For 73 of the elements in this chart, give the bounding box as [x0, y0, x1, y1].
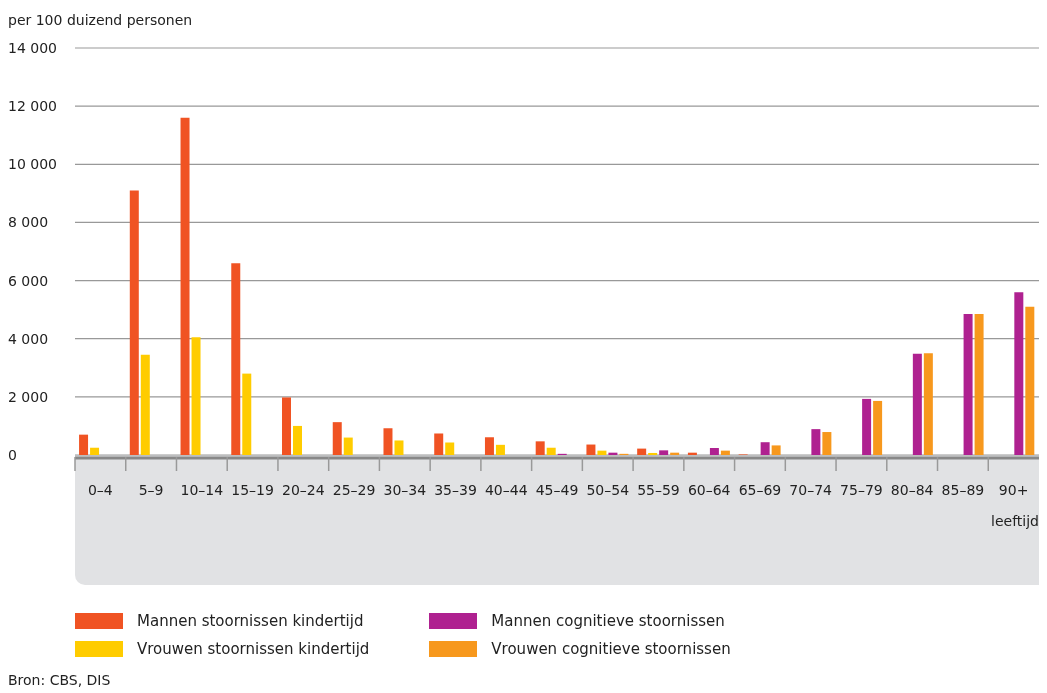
bar [597, 450, 607, 455]
bar [394, 440, 404, 455]
legend-label: Mannen stoornissen kindertijd [137, 612, 364, 630]
x-tick-label: 10–14 [180, 482, 224, 498]
bar [709, 448, 719, 455]
bar [282, 397, 292, 455]
x-tick-label: 75–79 [840, 482, 883, 498]
x-tick-label: 0–4 [87, 482, 113, 498]
x-tick-label: 25–29 [332, 482, 376, 498]
x-tick-label: 70–74 [789, 482, 833, 498]
bar [720, 450, 730, 455]
bar [445, 442, 455, 455]
x-tick-label: 50–54 [586, 482, 630, 498]
bar [191, 337, 201, 455]
bar [1014, 292, 1024, 455]
bar [963, 314, 973, 455]
bar [129, 190, 139, 455]
x-tick-label: 85–89 [941, 482, 985, 498]
bar [822, 432, 832, 455]
x-tick-label: 5–9 [138, 482, 164, 498]
x-tick-label: 30–34 [383, 482, 427, 498]
bar [79, 434, 89, 455]
bar [383, 428, 393, 455]
x-tick-label: 45–49 [535, 482, 579, 498]
bar [140, 354, 150, 455]
legend-label: Mannen cognitieve stoornissen [491, 612, 725, 630]
x-tick-label: 65–69 [738, 482, 782, 498]
bar [546, 447, 556, 455]
x-tick-label: 90+ [998, 482, 1029, 498]
bar [495, 444, 505, 455]
bar [535, 441, 545, 455]
y-tick-label: 4 000 [8, 330, 49, 347]
y-axis-title: per 100 duizend personen [8, 12, 193, 28]
x-tick-label: 60–64 [687, 482, 731, 498]
bar [912, 353, 922, 455]
bar [659, 450, 669, 455]
bar [648, 452, 658, 455]
x-tick-label: 55–59 [637, 482, 680, 498]
y-tick-label: 12 000 [8, 98, 57, 115]
bar [862, 398, 872, 455]
x-tick-label: 35–39 [434, 482, 477, 498]
bar [90, 447, 100, 455]
bar [771, 445, 781, 455]
x-tick-label: 20–24 [282, 482, 325, 498]
y-tick-label: 10 000 [8, 156, 57, 173]
x-tick-label: 80–84 [890, 482, 934, 498]
bar [811, 429, 821, 455]
y-tick-label: 2 000 [8, 388, 49, 405]
y-tick-label: 0 [8, 447, 17, 463]
x-axis-title: leeftijd [991, 513, 1039, 529]
bar [873, 400, 883, 455]
bar [434, 433, 444, 455]
bar [974, 314, 984, 455]
bar [637, 448, 647, 455]
y-tick-label: 6 000 [8, 272, 49, 289]
bar [343, 437, 353, 455]
bar [760, 442, 770, 455]
text: Bron: CBS, DIS [8, 672, 111, 688]
legend-label: Vrouwen stoornissen kindertijd [137, 640, 370, 658]
bar [332, 422, 342, 455]
bar [586, 444, 596, 455]
x-tick-label: 15–19 [231, 482, 274, 498]
x-tick-label: 40–44 [484, 482, 528, 498]
bar [923, 353, 933, 455]
y-tick-label: 14 000 [8, 40, 57, 56]
bar [1025, 306, 1035, 455]
y-tick-label: 8 000 [8, 214, 49, 231]
bar [231, 263, 241, 455]
bar [180, 117, 190, 455]
bar [242, 373, 252, 455]
bar [293, 425, 303, 455]
legend-label: Vrouwen cognitieve stoornissen [491, 640, 731, 658]
bar [484, 437, 494, 455]
